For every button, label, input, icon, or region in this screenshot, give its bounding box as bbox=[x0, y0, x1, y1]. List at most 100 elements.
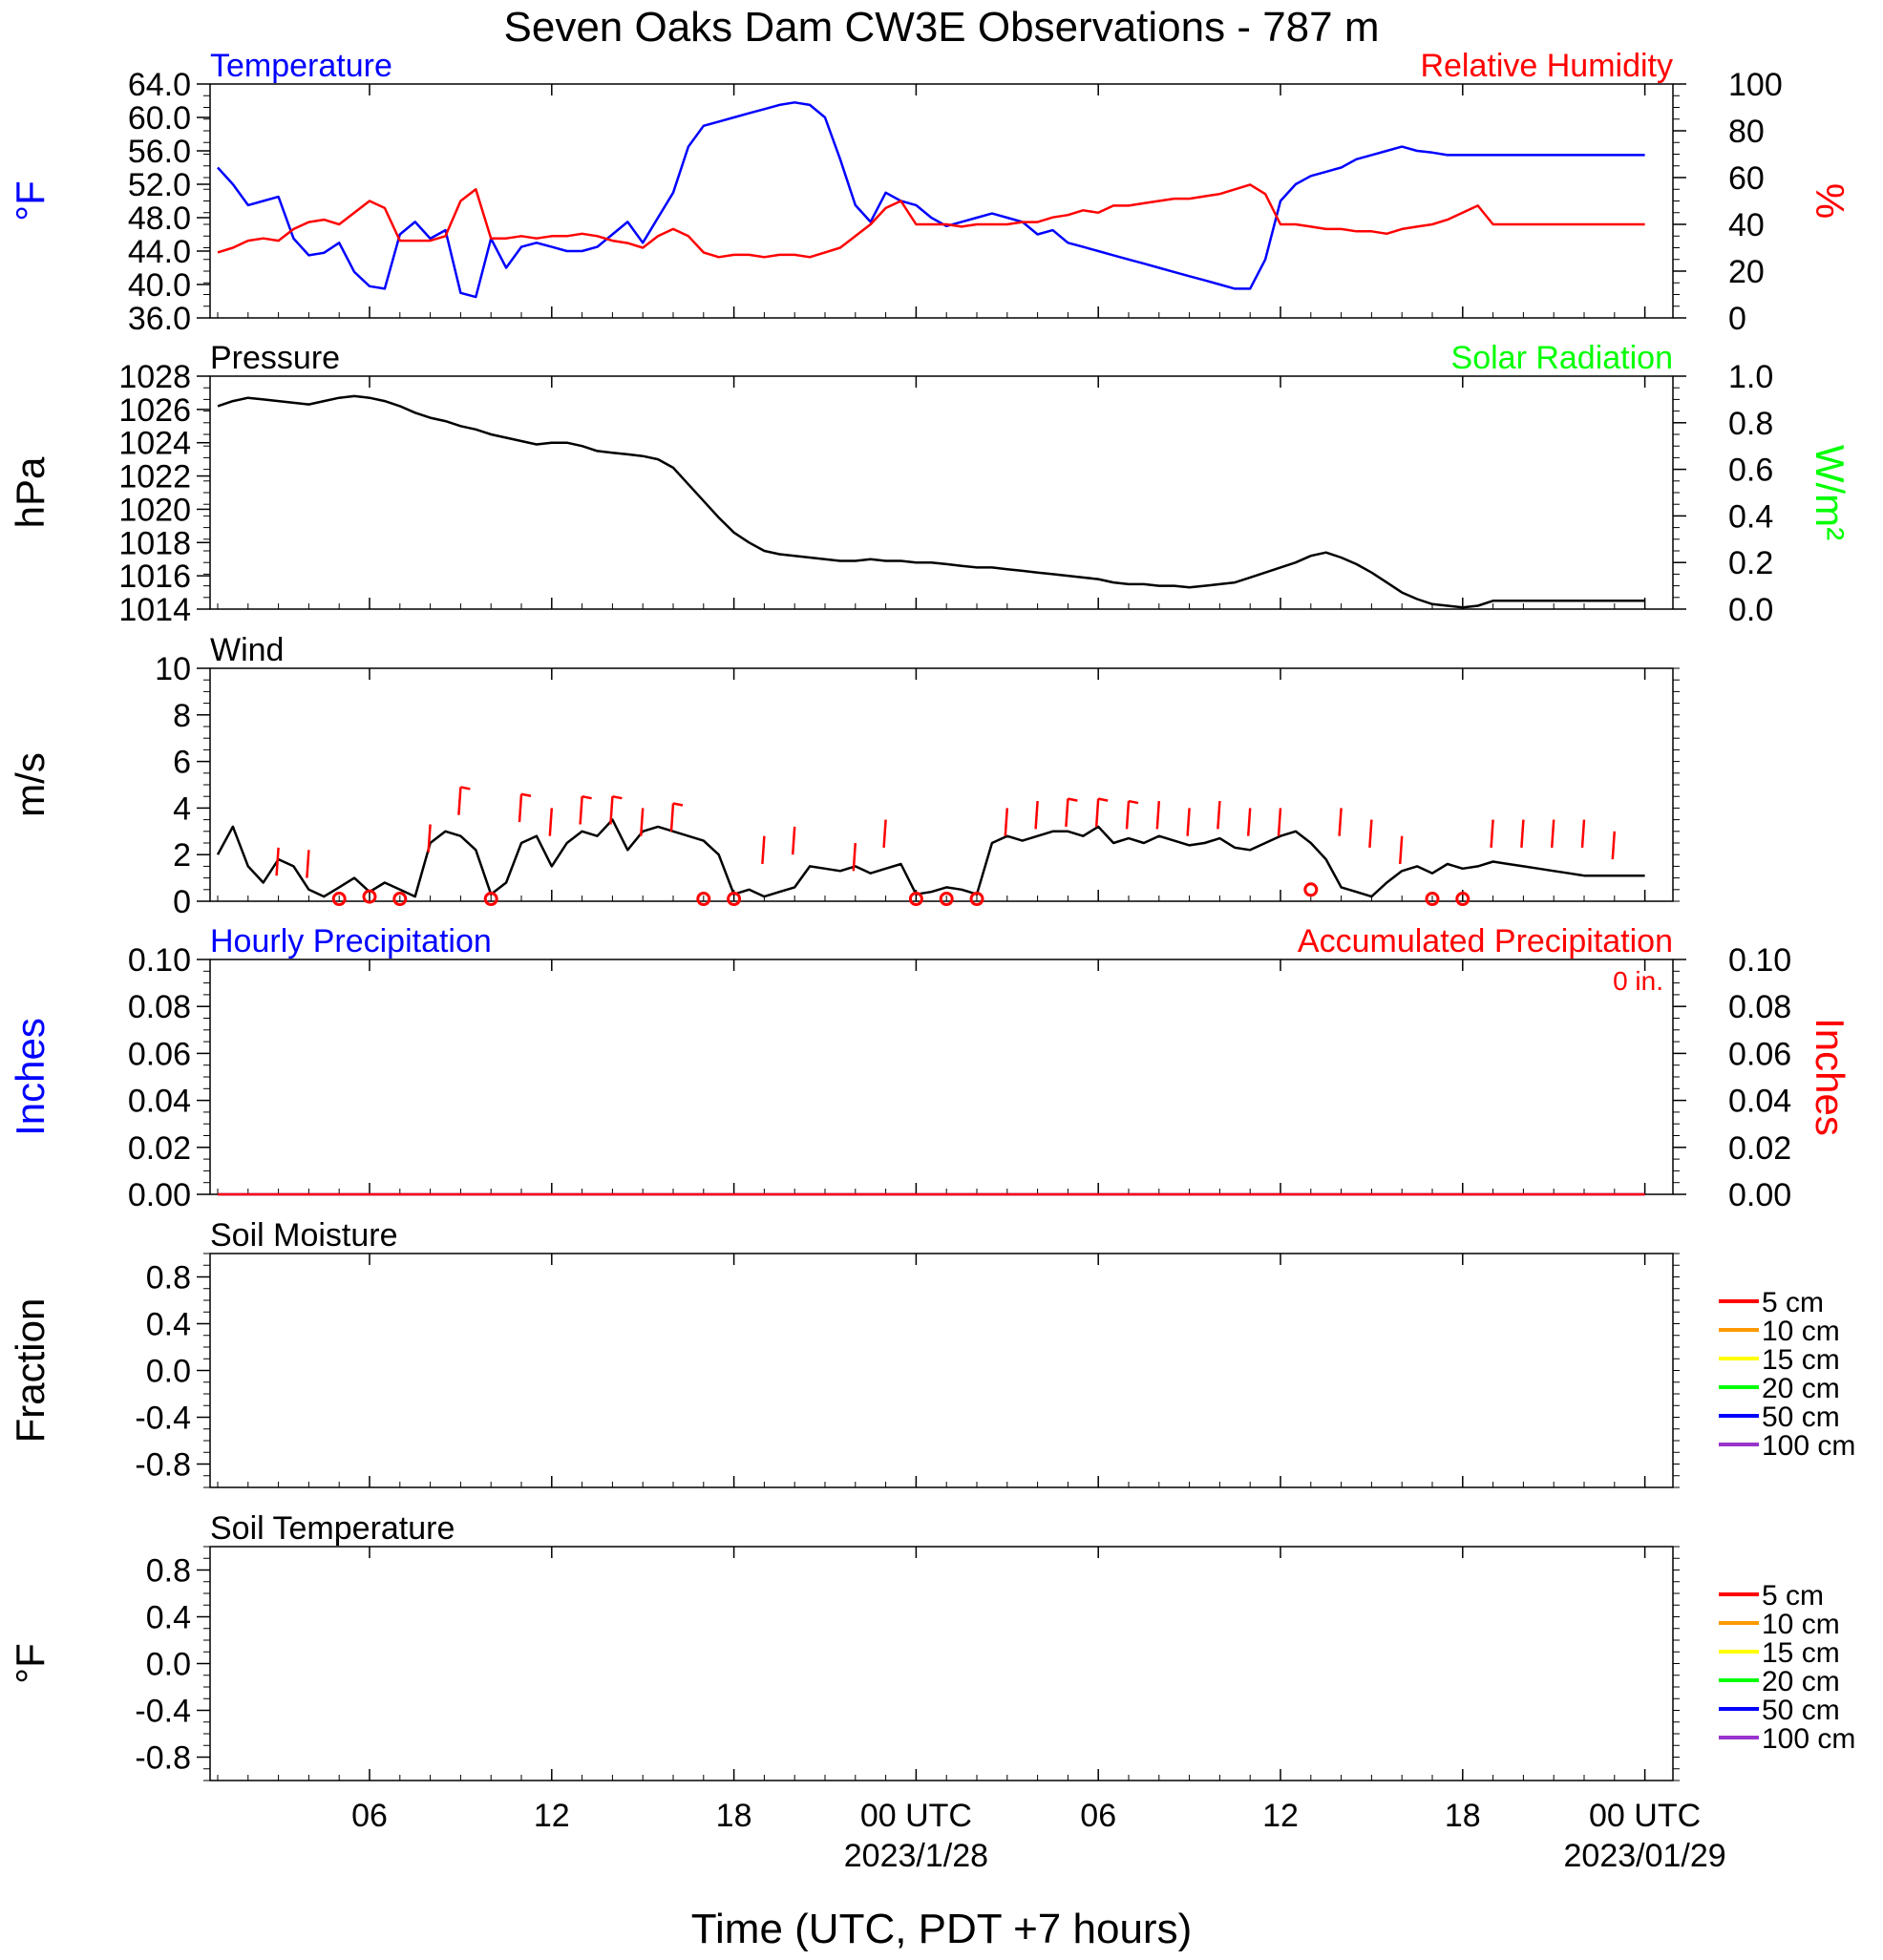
legend-label: 20 cm bbox=[1762, 1666, 1840, 1697]
y-tick-label-right: 0.04 bbox=[1728, 1084, 1791, 1120]
panel-title-left: Hourly Precipitation bbox=[210, 923, 492, 959]
panels: 36.040.044.048.052.056.060.064.002040608… bbox=[8, 48, 1855, 1781]
legend-label: 50 cm bbox=[1762, 1402, 1840, 1433]
panel-frame bbox=[209, 1546, 1674, 1781]
time-axis: 06 12 18 00 UTC 2023/1/28 06 12 18 00 UTC 2023/01… bbox=[351, 1798, 1726, 1874]
wind-barb bbox=[548, 808, 554, 836]
wind-barb bbox=[639, 808, 645, 836]
legend-label: 15 cm bbox=[1762, 1637, 1840, 1669]
y-tick-label-right: 60 bbox=[1728, 160, 1765, 197]
legend-label: 10 cm bbox=[1762, 1609, 1840, 1640]
calm-wind-marker bbox=[362, 889, 377, 904]
y-tick-label: 1028 bbox=[118, 359, 191, 395]
wind-barb bbox=[1550, 819, 1555, 848]
y-tick-label-right: 0.08 bbox=[1728, 989, 1791, 1025]
y-tick-label-right: 0.06 bbox=[1728, 1036, 1791, 1072]
y-tick-label: 8 bbox=[173, 698, 191, 734]
calm-wind-marker bbox=[727, 892, 742, 907]
x-tick-label: 06 bbox=[351, 1798, 388, 1834]
y-tick-label: 0.02 bbox=[128, 1130, 191, 1167]
accumulated-total-label: 0 in. bbox=[1613, 966, 1663, 996]
legend-label: 15 cm bbox=[1762, 1344, 1840, 1376]
x-tick-label: 00 UTC bbox=[860, 1798, 972, 1834]
y-tick-label-right: 0.2 bbox=[1728, 545, 1773, 581]
y-tick-label: 0.04 bbox=[128, 1084, 191, 1120]
wind-barb bbox=[1065, 798, 1069, 828]
y-tick-label: 10 bbox=[155, 651, 191, 687]
wind-barb bbox=[1520, 819, 1525, 848]
wind-barb bbox=[1004, 808, 1009, 836]
wind-barb-flag bbox=[520, 792, 532, 797]
y-tick-label: 40.0 bbox=[128, 267, 191, 304]
y-tick-label: 1020 bbox=[118, 492, 191, 528]
x-tick-label: 18 bbox=[1445, 1798, 1481, 1834]
wind-barb bbox=[457, 787, 462, 815]
y-tick-label: 48.0 bbox=[128, 200, 191, 237]
y-tick-label-right: 40 bbox=[1728, 207, 1765, 243]
y-axis-label-left: °F bbox=[8, 1643, 53, 1683]
y-axis-label-right: % bbox=[1808, 183, 1852, 219]
y-tick-label-right: 0.10 bbox=[1728, 942, 1791, 979]
legend-label: 50 cm bbox=[1762, 1695, 1840, 1726]
y-tick-label: 0.4 bbox=[146, 1600, 191, 1636]
calm-wind-marker bbox=[1303, 882, 1319, 897]
wind-barb-flag bbox=[672, 802, 684, 807]
wind-barb bbox=[1398, 835, 1404, 865]
y-tick-label-right: 0 bbox=[1728, 301, 1746, 337]
panel-frame bbox=[209, 375, 1674, 610]
wind-barb bbox=[852, 842, 857, 872]
panel-title-right: Relative Humidity bbox=[1420, 48, 1673, 84]
y-tick-label: 0.0 bbox=[146, 1647, 191, 1683]
x-tick-label: 18 bbox=[716, 1798, 752, 1834]
y-tick-label: 44.0 bbox=[128, 234, 191, 270]
calm-wind-marker bbox=[1425, 892, 1440, 907]
wind-barb bbox=[1217, 800, 1221, 830]
wind-barb bbox=[579, 796, 583, 825]
wind-barb bbox=[669, 803, 675, 832]
calm-wind-marker bbox=[392, 892, 408, 907]
panel-3: 0.00 0.02 0.04 0.06 0.08 0.10 0.00 0.02 0.04 0.06… bbox=[8, 923, 1852, 1213]
legend-label: 100 cm bbox=[1762, 1430, 1855, 1462]
series-line-wind-speed bbox=[216, 818, 1645, 898]
panel-2: 0 2 4 6 8 10 Wind m/s bbox=[8, 632, 1680, 920]
wind-barb-flag bbox=[1097, 797, 1109, 802]
wind-barb bbox=[791, 826, 796, 855]
wind-barb-flag bbox=[612, 794, 623, 800]
panel-frame bbox=[209, 1253, 1674, 1488]
wind-barb bbox=[1490, 819, 1494, 848]
y-tick-label: 0.4 bbox=[146, 1307, 191, 1343]
wind-barb bbox=[1277, 808, 1282, 836]
calm-wind-marker bbox=[939, 892, 954, 907]
y-tick-label: 52.0 bbox=[128, 167, 191, 203]
legend-label: 100 cm bbox=[1762, 1723, 1855, 1755]
y-tick-label: 36.0 bbox=[128, 301, 191, 337]
y-tick-label: 0.10 bbox=[128, 942, 191, 979]
y-tick-label: 64.0 bbox=[128, 67, 191, 103]
x-date-label: 2023/01/29 bbox=[1564, 1838, 1726, 1874]
legend-label: 5 cm bbox=[1762, 1287, 1824, 1318]
x-tick-label: 12 bbox=[1262, 1798, 1299, 1834]
x-tick-label: 12 bbox=[534, 1798, 570, 1834]
y-tick-label: 2 bbox=[173, 837, 191, 874]
panel-title-right: Solar Radiation bbox=[1451, 340, 1673, 376]
wind-barb bbox=[1125, 800, 1131, 830]
panel-title-left: Wind bbox=[210, 632, 284, 668]
series-line-pressure bbox=[217, 394, 1645, 609]
y-tick-label: 56.0 bbox=[128, 134, 191, 170]
x-tick-label: 06 bbox=[1080, 1798, 1116, 1834]
wind-barb bbox=[1186, 808, 1191, 836]
y-axis-label-left: °F bbox=[8, 180, 53, 221]
series-line-temperature bbox=[217, 101, 1645, 299]
calm-wind-marker bbox=[908, 892, 923, 907]
y-tick-label: 0.8 bbox=[146, 1260, 191, 1296]
y-axis-label-right: W/m² bbox=[1808, 445, 1852, 540]
wind-barb bbox=[1368, 819, 1373, 848]
wind-barb bbox=[427, 824, 432, 853]
y-tick-label: -0.4 bbox=[135, 1694, 191, 1730]
y-tick-label-right: 1.0 bbox=[1728, 359, 1773, 395]
y-tick-label-right: 0.0 bbox=[1728, 592, 1773, 628]
panel-frame bbox=[209, 83, 1674, 319]
wind-barb bbox=[1338, 808, 1343, 836]
y-tick-label-right: 20 bbox=[1728, 254, 1765, 290]
